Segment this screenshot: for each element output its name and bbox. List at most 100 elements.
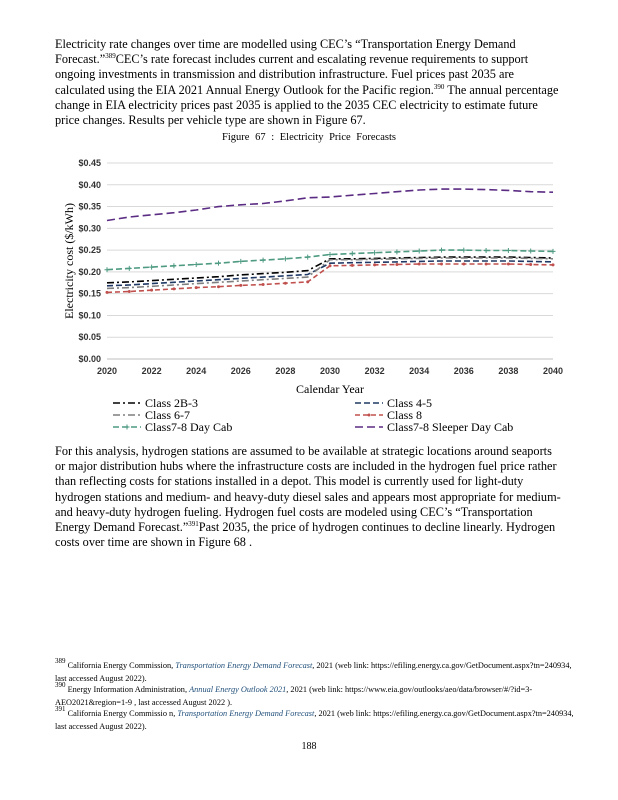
data-point bbox=[505, 248, 511, 254]
legend-label: Class 8 bbox=[387, 408, 422, 422]
data-point bbox=[150, 288, 154, 292]
body-paragraph-electricity: Electricity rate changes over time are m… bbox=[55, 37, 565, 128]
footnote-ref[interactable]: 391 bbox=[188, 520, 199, 529]
footnote: 389 California Energy Commission, Transp… bbox=[55, 657, 575, 685]
data-point bbox=[193, 261, 199, 267]
x-tick-label: 2036 bbox=[454, 366, 474, 376]
x-tick-label: 2022 bbox=[142, 366, 162, 376]
paragraph-text: For this analysis, hydrogen stations are… bbox=[55, 444, 561, 535]
y-tick-label: $0.15 bbox=[78, 289, 101, 299]
data-point bbox=[194, 286, 198, 290]
legend-label: Class7-8 Sleeper Day Cab bbox=[387, 420, 513, 434]
data-point bbox=[349, 251, 355, 257]
footnote-text: California Energy Commissio n, bbox=[65, 709, 178, 718]
data-point bbox=[484, 262, 488, 266]
y-tick-label: $0.10 bbox=[78, 310, 101, 320]
paragraph-text: Past 2035, the price of hydrogen continu… bbox=[55, 520, 556, 550]
data-point bbox=[528, 248, 534, 254]
data-point bbox=[149, 264, 155, 270]
data-point bbox=[105, 290, 109, 294]
footnote-number: 390 bbox=[55, 681, 66, 689]
data-point bbox=[327, 251, 333, 257]
x-tick-label: 2024 bbox=[186, 366, 206, 376]
footnote-link[interactable]: , 2021 (web link: https://efiling.energy… bbox=[55, 709, 574, 731]
y-tick-label: $0.35 bbox=[78, 202, 101, 212]
legend-label: Class 2B-3 bbox=[145, 396, 198, 410]
body-paragraph-hydrogen: For this analysis, hydrogen stations are… bbox=[55, 444, 565, 550]
x-tick-label: 2034 bbox=[409, 366, 429, 376]
figure-caption: Figure 67 : Electricity Price Forecasts bbox=[222, 132, 396, 143]
data-point bbox=[394, 249, 400, 255]
y-tick-label: $0.25 bbox=[78, 245, 101, 255]
page-number: 188 bbox=[301, 741, 317, 752]
footnote: 390 Energy Information Administration, A… bbox=[55, 681, 575, 709]
x-axis-title: Calendar Year bbox=[296, 382, 364, 396]
data-point bbox=[172, 287, 176, 291]
footnote-title: Transportation Energy Demand Forecast bbox=[175, 661, 313, 670]
x-tick-label: 2028 bbox=[275, 366, 295, 376]
footnote-title: Annual Energy Outlook 2021 bbox=[189, 685, 287, 694]
legend-marker bbox=[124, 424, 130, 430]
data-point bbox=[126, 265, 132, 271]
data-point bbox=[462, 262, 466, 266]
data-point bbox=[506, 262, 510, 266]
data-point bbox=[372, 250, 378, 256]
paragraph-text: CEC’s rate forecast includes current and… bbox=[55, 52, 529, 97]
y-tick-label: $0.40 bbox=[78, 180, 101, 190]
paragraph-text: Electricity rate changes over time are m… bbox=[55, 37, 516, 67]
data-point bbox=[171, 263, 177, 269]
data-point bbox=[350, 263, 354, 267]
series-line bbox=[106, 257, 554, 290]
data-point bbox=[104, 267, 110, 273]
data-point bbox=[216, 260, 221, 266]
legend-marker bbox=[367, 413, 371, 417]
footnote-link[interactable]: , 2021 (web link: https://efiling.energy… bbox=[55, 661, 572, 683]
footnote-ref[interactable]: 389 bbox=[105, 52, 116, 61]
data-point bbox=[239, 283, 243, 287]
data-point bbox=[283, 281, 287, 285]
data-point bbox=[328, 264, 332, 268]
data-point bbox=[461, 247, 467, 253]
x-tick-label: 2040 bbox=[543, 366, 563, 376]
data-point bbox=[217, 285, 220, 289]
data-point bbox=[439, 247, 444, 253]
series-line bbox=[106, 188, 554, 222]
footnote-number: 391 bbox=[55, 705, 66, 713]
data-point bbox=[417, 262, 421, 266]
legend-label: Class 6-7 bbox=[145, 408, 190, 422]
data-point bbox=[305, 254, 311, 260]
footnote-number: 389 bbox=[55, 657, 66, 665]
electricity-price-chart: $0.00 $0.05 $0.10 $0.15 $0.20 $0.25 $0.30 $0.35… bbox=[62, 158, 563, 434]
y-tick-label: $0.05 bbox=[78, 332, 101, 342]
data-point bbox=[127, 289, 131, 293]
footnote-link[interactable]: , 2021 (web link: https://www.eia.gov/ou… bbox=[55, 685, 533, 707]
series-line bbox=[106, 256, 554, 284]
data-point bbox=[416, 248, 422, 254]
data-point bbox=[306, 280, 310, 284]
series-line bbox=[106, 260, 554, 287]
data-point bbox=[261, 283, 265, 287]
data-point bbox=[551, 263, 555, 267]
x-tick-label: 2030 bbox=[320, 366, 340, 376]
data-point bbox=[373, 263, 377, 267]
y-axis-title: Electricity cost ($/kWh) bbox=[62, 203, 76, 319]
y-tick-label: $0.20 bbox=[78, 267, 101, 277]
x-tick-label: 2038 bbox=[498, 366, 518, 376]
footnote: 391 California Energy Commissio n, Trans… bbox=[55, 705, 575, 733]
data-point bbox=[529, 262, 533, 266]
legend-label: Class7-8 Day Cab bbox=[145, 420, 232, 434]
series-line bbox=[106, 249, 554, 271]
footnote-title: Transportation Energy Demand Forecast bbox=[177, 709, 315, 718]
data-point bbox=[282, 256, 288, 262]
data-point bbox=[550, 248, 556, 254]
footnote-ref[interactable]: 390 bbox=[433, 82, 445, 91]
x-tick-label: 2032 bbox=[365, 366, 385, 376]
footnote-text: California Energy Commission, bbox=[65, 661, 176, 670]
legend-label: Class 4-5 bbox=[387, 396, 432, 410]
data-point bbox=[238, 258, 244, 264]
data-point bbox=[483, 248, 489, 254]
paragraph-text: The annual percentage change in EIA elec… bbox=[55, 82, 559, 128]
x-tick-label: 2020 bbox=[97, 366, 117, 376]
data-point bbox=[260, 257, 266, 263]
x-tick-label: 2026 bbox=[231, 366, 251, 376]
